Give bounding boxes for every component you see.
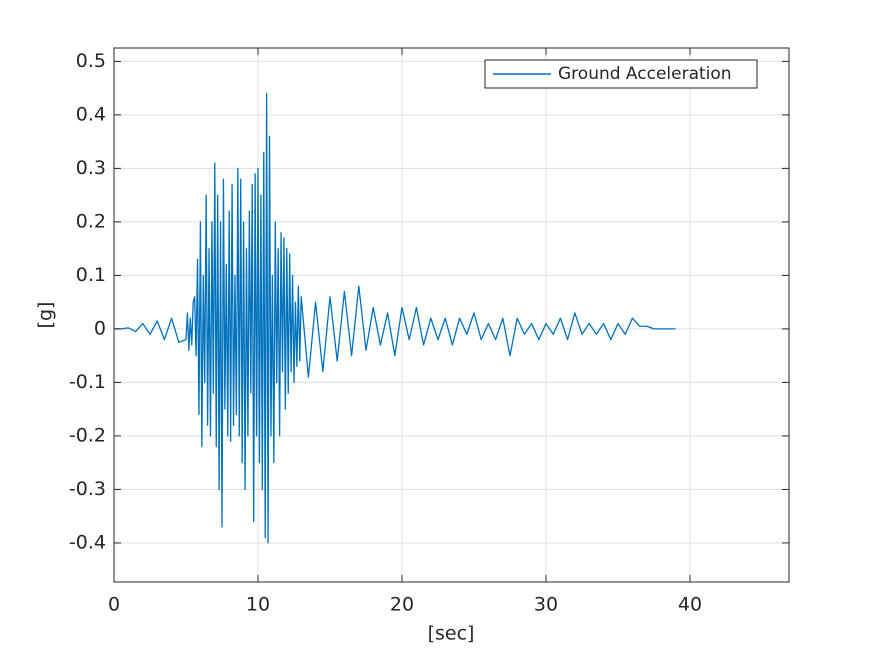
x-tick-label: 30 bbox=[534, 594, 558, 616]
x-tick-label: 40 bbox=[678, 594, 702, 616]
y-tick-label: 0.2 bbox=[76, 210, 106, 232]
y-tick-label: -0.4 bbox=[69, 531, 106, 553]
legend: Ground Acceleration bbox=[484, 59, 758, 89]
x-tick-label: 20 bbox=[390, 594, 414, 616]
y-tick-label: -0.3 bbox=[69, 478, 106, 500]
x-tick-label: 0 bbox=[108, 594, 120, 616]
y-tick-label: 0.3 bbox=[76, 157, 106, 179]
y-tick-label: -0.1 bbox=[69, 371, 106, 393]
data-line bbox=[114, 92, 676, 544]
y-tick-label: 0 bbox=[94, 317, 106, 339]
y-axis-label: [g] bbox=[35, 302, 57, 329]
x-tick-label: 10 bbox=[246, 594, 270, 616]
plot bbox=[114, 92, 676, 544]
y-tick-label: 0.4 bbox=[76, 103, 106, 125]
y-tick-label: 0.1 bbox=[76, 264, 106, 286]
y-tick-label: 0.5 bbox=[76, 50, 106, 72]
axes-box bbox=[113, 47, 790, 583]
legend-label: Ground Acceleration bbox=[558, 64, 732, 84]
x-axis-label: [sec] bbox=[428, 623, 475, 645]
y-tick-label: -0.2 bbox=[69, 424, 106, 446]
